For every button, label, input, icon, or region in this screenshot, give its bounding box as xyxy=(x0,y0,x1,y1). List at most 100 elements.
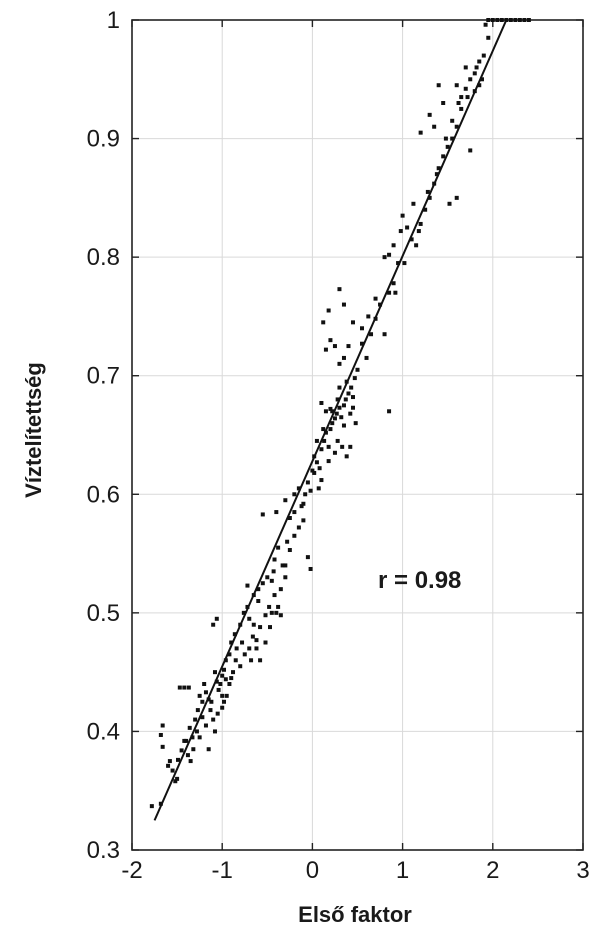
data-point xyxy=(215,711,220,716)
data-point xyxy=(182,738,187,743)
data-point xyxy=(416,229,421,234)
data-point xyxy=(249,658,254,663)
data-point xyxy=(517,18,522,22)
data-point xyxy=(222,667,227,672)
data-point xyxy=(393,290,398,295)
y-tick-label: 0.6 xyxy=(87,481,120,508)
data-point xyxy=(272,557,277,562)
data-point xyxy=(314,438,319,443)
data-point xyxy=(454,83,459,88)
data-point xyxy=(328,338,333,343)
data-point xyxy=(447,201,452,206)
data-point xyxy=(227,652,232,657)
data-point xyxy=(332,416,337,421)
data-point xyxy=(296,525,301,530)
x-axis-label: Első faktor xyxy=(298,902,412,927)
data-point xyxy=(268,625,273,630)
y-tick-label: 0.5 xyxy=(87,600,120,627)
data-point xyxy=(335,397,340,402)
data-point xyxy=(197,735,202,740)
y-tick-label: 0.4 xyxy=(87,718,120,745)
data-point xyxy=(355,367,360,372)
y-axis-label: Víztelítettség xyxy=(21,362,46,498)
data-point xyxy=(247,646,252,651)
data-point xyxy=(190,735,195,740)
data-point xyxy=(321,320,326,325)
data-point xyxy=(177,685,182,690)
data-point xyxy=(283,498,288,503)
data-point xyxy=(486,35,491,40)
data-point xyxy=(341,403,346,408)
data-point xyxy=(353,421,358,426)
data-point xyxy=(287,548,292,553)
data-point xyxy=(299,504,304,509)
data-point xyxy=(308,488,313,493)
data-point xyxy=(414,243,419,248)
data-point xyxy=(260,581,265,586)
data-point xyxy=(450,118,455,123)
data-point xyxy=(382,332,387,337)
data-point xyxy=(269,578,274,583)
data-point xyxy=(463,65,468,70)
data-point xyxy=(212,670,217,675)
data-point xyxy=(349,385,354,390)
data-point xyxy=(240,640,245,645)
data-point xyxy=(337,405,342,410)
data-point xyxy=(200,715,205,720)
data-point xyxy=(334,411,339,416)
data-point xyxy=(296,486,301,491)
x-tick-label: 0 xyxy=(306,857,319,884)
data-point xyxy=(427,195,432,200)
data-point xyxy=(405,225,410,230)
data-point xyxy=(229,676,234,681)
data-point xyxy=(254,638,259,643)
data-point xyxy=(238,664,243,669)
data-point xyxy=(182,685,187,690)
data-point xyxy=(326,459,331,464)
data-point xyxy=(330,421,335,426)
data-point xyxy=(425,189,430,194)
data-point xyxy=(202,682,207,686)
data-point xyxy=(308,566,313,571)
data-point xyxy=(373,296,378,301)
data-point xyxy=(326,308,331,313)
data-point xyxy=(341,355,346,360)
data-point xyxy=(256,587,261,592)
data-point xyxy=(278,587,283,592)
data-point xyxy=(450,136,455,141)
data-point xyxy=(158,732,163,737)
data-point xyxy=(454,195,459,200)
data-point xyxy=(242,652,247,657)
data-point xyxy=(203,723,208,728)
data-point xyxy=(387,290,392,295)
data-point xyxy=(319,400,324,405)
data-point xyxy=(441,154,446,159)
data-point xyxy=(350,405,355,410)
data-point xyxy=(319,447,324,452)
data-point xyxy=(220,705,225,710)
data-point xyxy=(265,575,270,580)
data-point xyxy=(328,427,333,432)
data-point xyxy=(267,604,272,609)
axes xyxy=(131,19,584,851)
data-point xyxy=(319,478,324,483)
data-point xyxy=(229,640,234,645)
data-point xyxy=(400,213,405,218)
data-point xyxy=(214,616,219,621)
data-point xyxy=(176,757,181,762)
x-tick-label: -2 xyxy=(121,857,142,884)
data-point xyxy=(276,545,281,550)
data-point xyxy=(245,583,250,588)
data-point xyxy=(468,148,473,153)
data-point xyxy=(285,539,290,544)
data-point xyxy=(234,646,239,651)
data-point xyxy=(317,466,322,471)
data-point xyxy=(292,533,297,538)
data-point xyxy=(231,670,236,675)
data-point xyxy=(360,326,365,331)
y-tick-label: 1 xyxy=(107,7,120,34)
data-point xyxy=(445,144,450,149)
tick-labels: -2 -1 0 1 2 3 0.3 0.4 0.5 0.6 0.7 0.8 0.9 1 xyxy=(87,7,590,884)
data-point xyxy=(418,221,423,226)
